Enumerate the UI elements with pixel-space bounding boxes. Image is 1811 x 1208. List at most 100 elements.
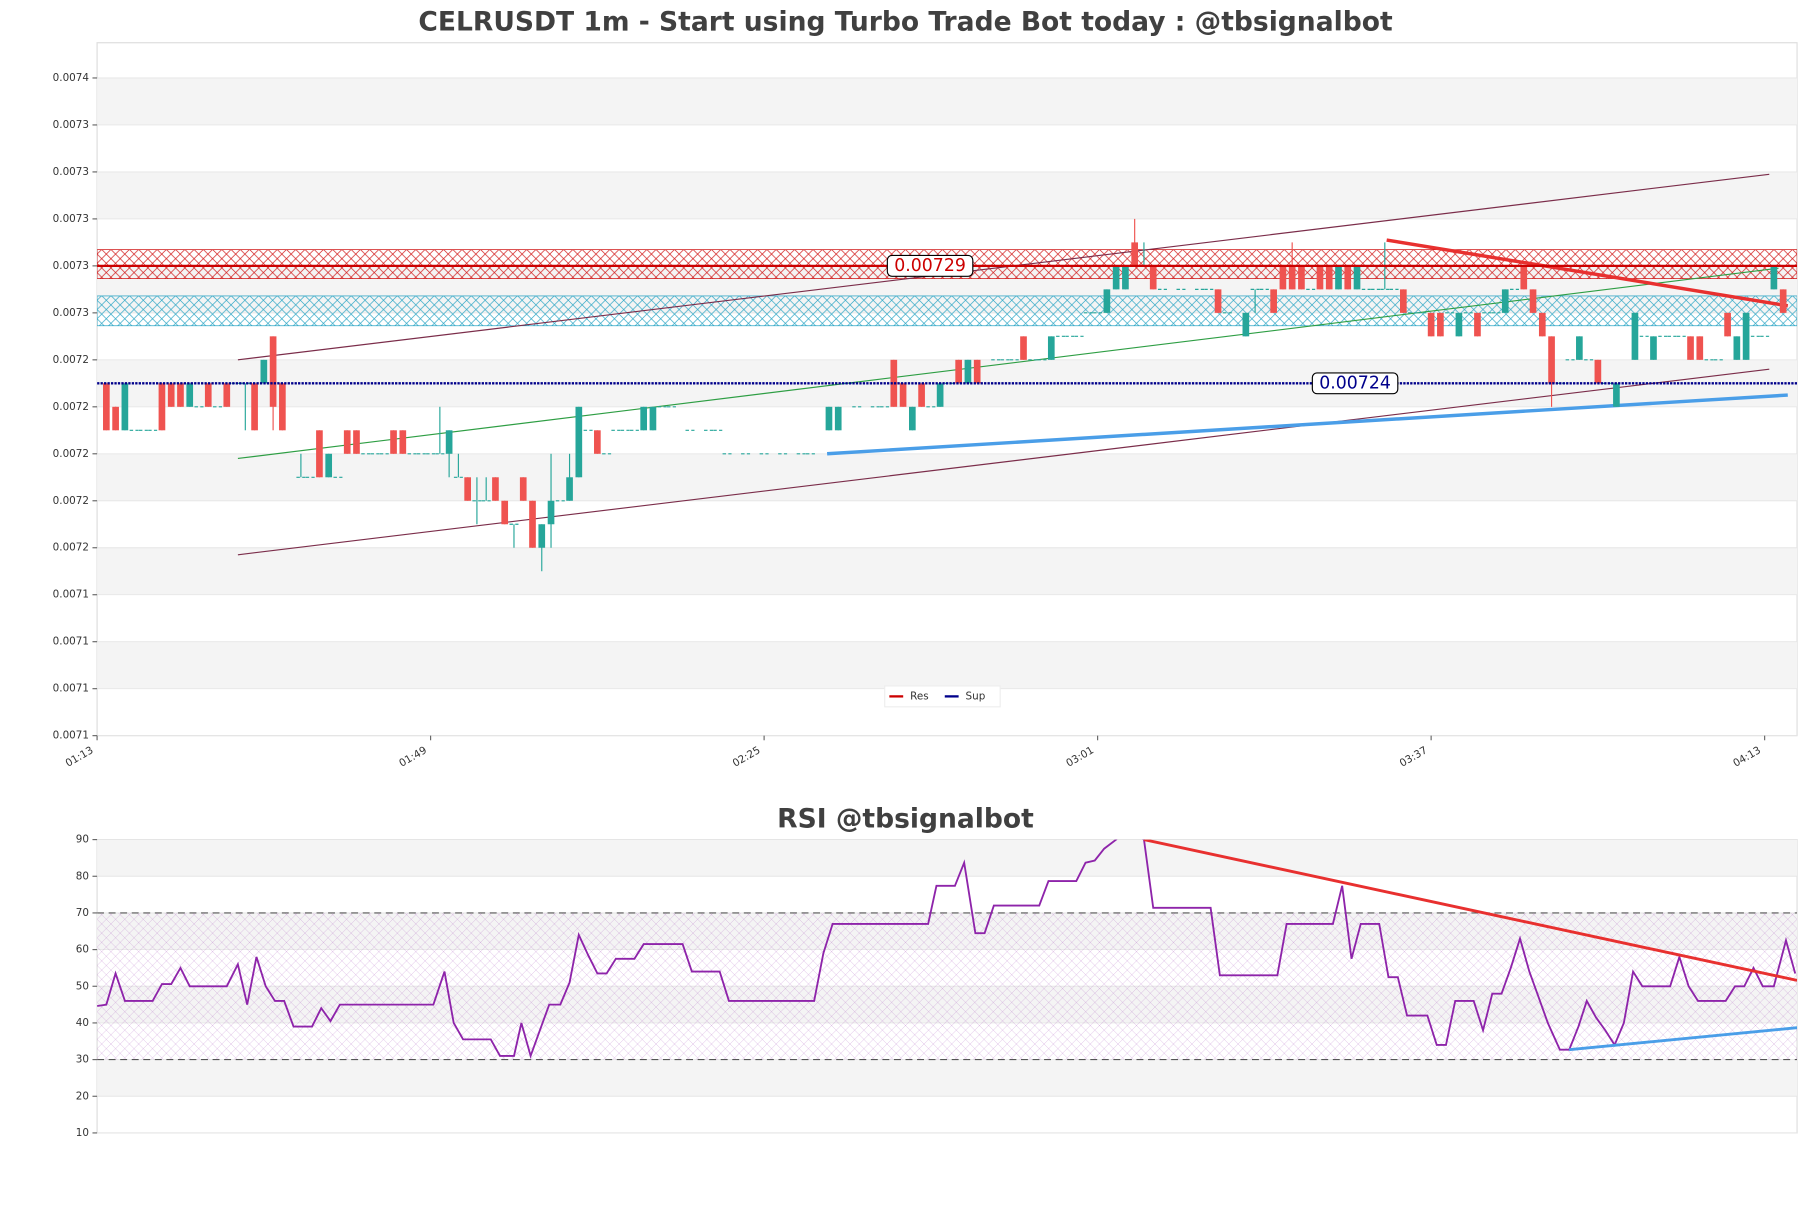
candle-body — [279, 383, 286, 431]
y-tick-label: 0.0074 — [53, 72, 90, 84]
candle-body — [204, 383, 212, 407]
candle-body — [1548, 336, 1555, 384]
trend-line — [237, 267, 1779, 460]
y-tick-label: 0.0073 — [53, 260, 89, 272]
candle-body — [316, 430, 323, 478]
candle-body — [575, 406, 583, 478]
chart-title: CELRUSDT 1m - Start using Turbo Trade Bo… — [418, 7, 1393, 38]
candle-body — [1400, 289, 1407, 313]
candle-body — [825, 406, 833, 431]
candle-body — [649, 406, 657, 431]
candle-body — [269, 336, 277, 407]
y-tick-label: 20 — [76, 1090, 89, 1102]
candle-body — [1733, 336, 1741, 360]
candle-body — [594, 430, 601, 454]
candle-body — [640, 406, 648, 431]
y-tick-label: 0.0072 — [53, 495, 89, 507]
y-tick-label: 0.0073 — [53, 166, 89, 178]
y-tick-label: 80 — [76, 870, 89, 882]
candle-body — [1576, 336, 1583, 360]
trend-line — [1569, 1026, 1798, 1052]
candle-body — [103, 383, 110, 431]
y-tick-label: 0.0073 — [53, 307, 89, 319]
candle-body — [399, 430, 407, 454]
trend-line — [237, 368, 1770, 556]
candle-body — [964, 359, 972, 384]
candle-body — [1594, 359, 1602, 384]
candle-body — [1279, 265, 1287, 290]
y-tick-label: 0.0073 — [53, 213, 89, 225]
y-tick-label: 40 — [76, 1017, 89, 1029]
y-tick-label: 70 — [76, 907, 89, 919]
rsi-band — [97, 912, 1798, 1060]
candle-body — [251, 383, 258, 431]
candle-body — [158, 383, 166, 431]
level-label-box — [1311, 372, 1399, 395]
candle-body — [1214, 289, 1222, 313]
candle-body — [1474, 312, 1481, 337]
grid-band — [97, 547, 1798, 595]
legend-box — [884, 685, 1001, 708]
trend-line — [237, 173, 1770, 361]
plot-layer — [97, 839, 1798, 1061]
candle-body — [973, 359, 981, 384]
candle-body — [1631, 312, 1639, 360]
candle-body — [1131, 242, 1139, 266]
candle-body — [121, 383, 129, 431]
candle-body — [918, 383, 925, 407]
candle-body — [834, 406, 842, 431]
grid-band — [97, 171, 1798, 219]
x-tick-label: 04:13 — [1731, 744, 1763, 769]
y-tick-label: 0.0072 — [53, 542, 89, 554]
candle-body — [112, 406, 119, 431]
candle-body — [1020, 336, 1027, 360]
legend-label: Res — [910, 690, 929, 702]
candle-body — [1325, 265, 1333, 290]
y-tick-label: 0.0073 — [53, 119, 89, 131]
legend-label: Sup — [966, 690, 986, 702]
y-tick-label: 0.0072 — [53, 354, 89, 366]
candle-body — [1242, 312, 1250, 337]
candle-body — [1455, 312, 1463, 337]
candle-body — [343, 430, 351, 454]
candle-body — [1270, 289, 1277, 313]
candle-body — [464, 477, 471, 501]
candle-body — [899, 383, 907, 407]
y-tick-label: 60 — [76, 944, 89, 956]
candle-body — [325, 453, 333, 478]
candle-body — [445, 430, 453, 454]
y-tick-label: 90 — [76, 834, 89, 846]
candle-body — [167, 383, 175, 407]
grid-band — [97, 453, 1798, 501]
candle-body — [538, 524, 546, 548]
x-tick-label: 02:25 — [731, 744, 763, 769]
candle-body — [1687, 336, 1694, 360]
candle-body — [1520, 265, 1528, 290]
candle-body — [1353, 265, 1361, 290]
level-label: 0.00729 — [894, 256, 966, 276]
candle-body — [390, 430, 397, 454]
candle-body — [1529, 289, 1537, 313]
candle-body — [1650, 336, 1657, 360]
x-tick-label: 01:13 — [64, 744, 96, 769]
grid-band — [97, 641, 1798, 689]
trend-line — [1143, 839, 1798, 982]
candle-body — [501, 500, 509, 525]
trend-line — [826, 393, 1788, 456]
candle-body — [566, 477, 573, 501]
grid-band — [97, 839, 1798, 877]
y-tick-label: 10 — [76, 1127, 89, 1139]
candle-body — [1437, 312, 1444, 337]
candle-body — [1344, 265, 1352, 290]
trend-line — [1386, 238, 1789, 308]
y-tick-label: 0.0071 — [53, 636, 89, 648]
candle-body — [908, 406, 916, 431]
candle-body — [1298, 265, 1305, 290]
y-tick-label: 50 — [76, 980, 89, 992]
y-tick-label: 0.0072 — [53, 401, 89, 413]
y-tick-label: 30 — [76, 1054, 89, 1066]
candle-body — [547, 500, 555, 525]
candle-body — [1149, 265, 1157, 290]
